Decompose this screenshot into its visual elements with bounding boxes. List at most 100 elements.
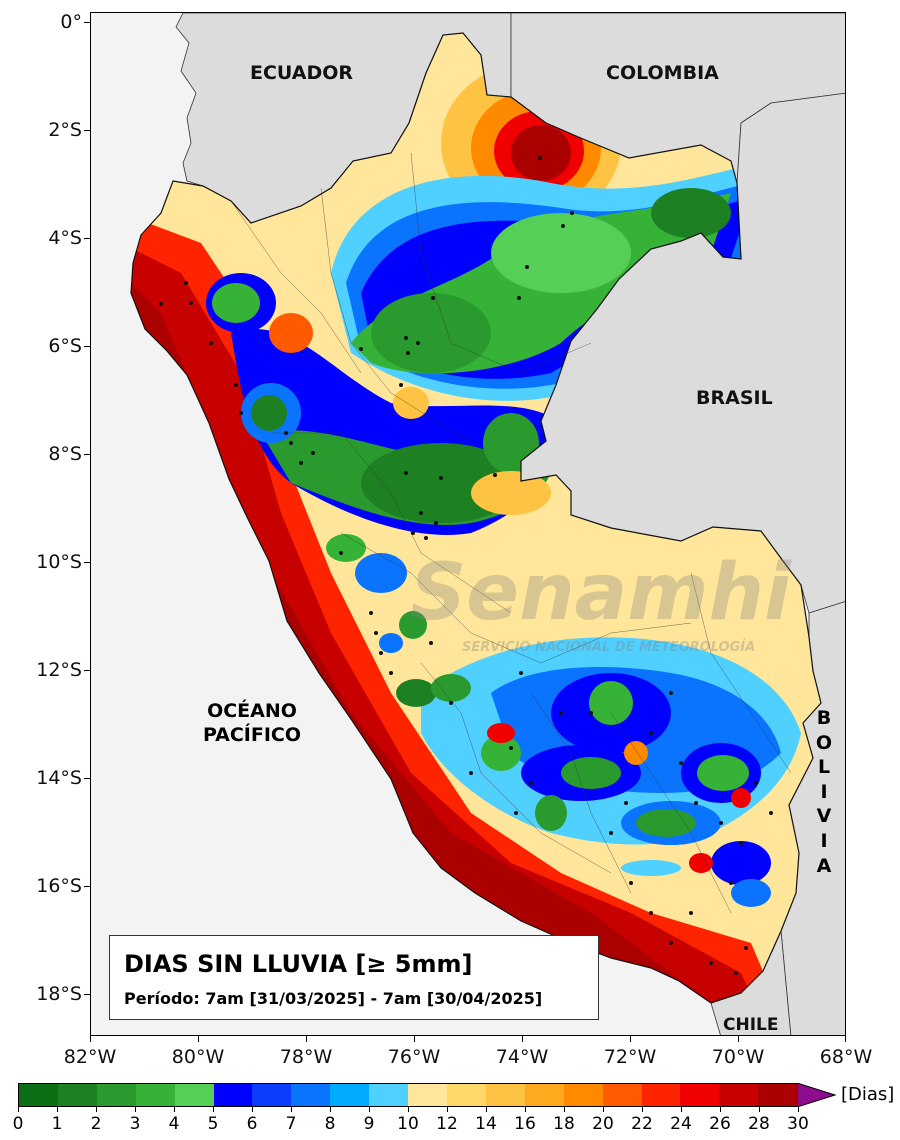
colorbar-tick-label: 18 (553, 1114, 575, 1134)
colorbar-tick-mark (603, 1107, 604, 1112)
colorbar-segment (174, 1084, 214, 1106)
colorbar-tick-mark (330, 1107, 331, 1112)
label-bolivia-letter: L (817, 756, 831, 779)
colorbar-segment (330, 1084, 370, 1106)
lon-tick-mark (522, 1036, 523, 1042)
colorbar-tick-mark (18, 1107, 19, 1112)
label-chile: CHILE (723, 1015, 779, 1035)
colorbar-tick-label: 6 (246, 1114, 258, 1134)
lat-tick-mark (84, 670, 90, 671)
colorbar-segment (680, 1084, 720, 1106)
colorbar-tick-label: 24 (670, 1114, 692, 1134)
colorbar-tick-label: 12 (436, 1114, 458, 1134)
colorbar-tick-label: 20 (592, 1114, 614, 1134)
label-ecuador: ECUADOR (250, 62, 354, 84)
label-ocean-line1: OCÉANO (207, 700, 297, 722)
colorbar-segment (758, 1084, 798, 1106)
lon-tick-mark (738, 1036, 739, 1042)
colorbar-segment (602, 1084, 642, 1106)
colorbar-segment (19, 1084, 58, 1106)
colorbar-tick-mark (213, 1107, 214, 1112)
colorbar-tick-mark (57, 1107, 58, 1112)
colorbar-tick-mark (135, 1107, 136, 1112)
colorbar-segment (446, 1084, 486, 1106)
lon-tick-label: 80°W (171, 1046, 225, 1068)
label-bolivia-letter: I (820, 829, 828, 852)
lat-tick-mark (84, 778, 90, 779)
lat-tick-mark (84, 130, 90, 131)
colorbar-tick-mark (96, 1107, 97, 1112)
colorbar-extend-triangle (797, 1083, 837, 1107)
peru-border (130, 32, 822, 1004)
lat-tick-label: 8°S (48, 443, 82, 465)
rainfall-map (91, 13, 845, 1035)
colorbar-segment (291, 1084, 331, 1106)
lat-tick-mark (84, 886, 90, 887)
lon-tick-mark (90, 1036, 91, 1042)
label-bolivia-letter: A (816, 854, 832, 877)
colorbar-segment (719, 1084, 759, 1106)
department-boundaries (230, 152, 792, 914)
colorbar-tick-label: 1 (51, 1114, 63, 1134)
colorbar-extend-arrow (797, 1083, 837, 1107)
label-bolivia-letter: B (816, 707, 832, 729)
lat-tick-mark (84, 562, 90, 563)
lat-tick-label: 18°S (36, 983, 82, 1005)
map-title: DIAS SIN LLUVIA [≥ 5mm] (124, 950, 473, 978)
lat-tick-label: 0° (60, 11, 82, 33)
colorbar-segment (563, 1084, 603, 1106)
colorbar-tick-mark (252, 1107, 253, 1112)
lon-tick-mark (630, 1036, 631, 1042)
lat-tick-mark (84, 454, 90, 455)
map-period: Período: 7am [31/03/2025] - 7am [30/04/2… (124, 989, 543, 1008)
lat-tick-label: 16°S (36, 875, 82, 897)
colorbar-segment (252, 1084, 292, 1106)
station-points (159, 156, 773, 975)
colorbar-segment (485, 1084, 525, 1106)
senamhi-watermark: Senamhi (410, 548, 791, 638)
lat-tick-mark (84, 22, 90, 23)
colorbar-tick-label: 16 (514, 1114, 536, 1134)
colorbar-tick-label: 2 (90, 1114, 102, 1134)
colorbar-tick-mark (447, 1107, 448, 1112)
colorbar-segment (135, 1084, 175, 1106)
colorbar-tick-mark (174, 1107, 175, 1112)
lat-tick-label: 10°S (36, 551, 82, 573)
colorbar-tick-label: 30 (787, 1114, 809, 1134)
colorbar-tick-label: 8 (324, 1114, 336, 1134)
label-ocean-line2: PACÍFICO (202, 724, 302, 746)
colorbar-tick-mark (564, 1107, 565, 1112)
label-bolivia: B O L I V I A (815, 706, 833, 878)
colorbar-tick-label: 0 (12, 1114, 24, 1134)
lon-tick-label: 68°W (819, 1046, 873, 1068)
lon-tick-label: 78°W (279, 1046, 333, 1068)
colorbar-unit: [Dias] (841, 1084, 895, 1105)
label-brasil: BRASIL (696, 387, 773, 409)
lon-tick-mark (198, 1036, 199, 1042)
lon-tick-label: 76°W (387, 1046, 441, 1068)
colorbar-segment (524, 1084, 564, 1106)
label-bolivia-letter: V (816, 805, 832, 828)
colorbar-tick-label: 22 (631, 1114, 653, 1134)
colorbar-tick-mark (681, 1107, 682, 1112)
colorbar-tick-mark (408, 1107, 409, 1112)
colorbar-segment (408, 1084, 447, 1106)
colorbar (18, 1083, 798, 1107)
lat-tick-label: 2°S (48, 119, 82, 141)
colorbar-tick-mark (720, 1107, 721, 1112)
map-title-box: DIAS SIN LLUVIA [≥ 5mm] Período: 7am [31… (109, 935, 599, 1020)
colorbar-tick-label: 14 (475, 1114, 497, 1134)
label-colombia: COLOMBIA (606, 62, 719, 84)
lon-tick-label: 72°W (603, 1046, 657, 1068)
lat-tick-label: 4°S (48, 227, 82, 249)
senamhi-watermark-subtitle: SERVICIO NACIONAL DE METEOROLOGÍA (462, 640, 756, 655)
colorbar-tick-mark (642, 1107, 643, 1112)
colorbar-tick-label: 26 (709, 1114, 731, 1134)
colorbar-tick-label: 10 (397, 1114, 419, 1134)
lat-tick-label: 6°S (48, 335, 82, 357)
lat-tick-mark (84, 238, 90, 239)
colorbar-segment (213, 1084, 253, 1106)
colorbar-tick-mark (525, 1107, 526, 1112)
colorbar-segment (641, 1084, 681, 1106)
label-ocean: OCÉANO PACÍFICO (176, 699, 328, 747)
